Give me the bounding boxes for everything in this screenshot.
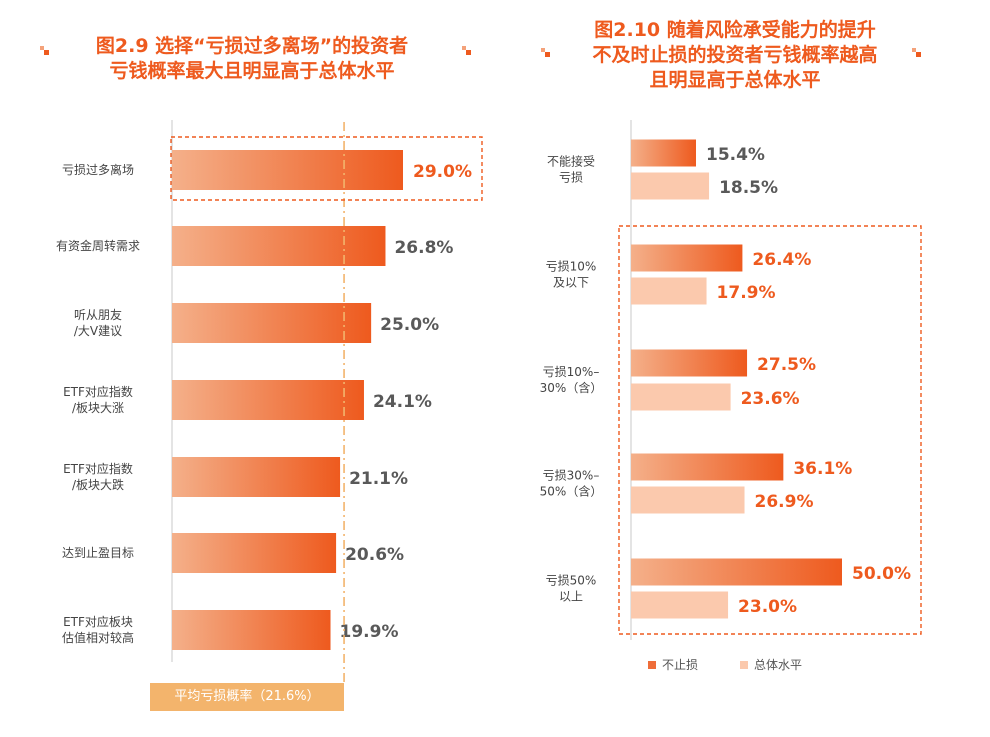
- left-value-label: 20.6%: [345, 545, 404, 565]
- right-category-label: 50%（含）: [540, 484, 603, 499]
- title-deco-right-2: [912, 48, 921, 57]
- left-category-label: /板块大涨: [72, 400, 124, 415]
- left-title-line1: 图2.9 选择“亏损过多离场”的投资者: [95, 35, 409, 57]
- legend-total: 总体水平: [740, 656, 802, 673]
- legend-label-no-stop: 不止损: [662, 658, 699, 672]
- right-value-label: 50.0%: [852, 564, 911, 584]
- right-value-label: 26.9%: [755, 492, 814, 512]
- right-category-label: 亏损50%: [546, 574, 597, 588]
- right-category-label: 以上: [559, 590, 583, 604]
- right-value-label: 23.6%: [741, 389, 800, 409]
- left-bar: [172, 226, 386, 266]
- right-bar-total: [631, 383, 731, 411]
- right-value-label: 27.5%: [757, 355, 816, 375]
- left-category-label: 亏损过多离场: [62, 162, 134, 177]
- left-value-label: 25.0%: [380, 315, 439, 335]
- left-bar: [172, 150, 403, 190]
- right-chart-title: 图2.10 随着风险承受能力的提升 不及时止损的投资者亏钱概率越高 且明显高于总…: [540, 18, 930, 93]
- left-category-label: 估值相对较高: [62, 630, 134, 645]
- right-bar-no-stop: [631, 349, 748, 377]
- right-title-line1: 图2.10 随着风险承受能力的提升: [594, 19, 876, 41]
- left-category-label: ETF对应指数: [63, 384, 133, 399]
- right-bar-total: [631, 486, 745, 514]
- left-value-label: 29.0%: [413, 162, 472, 182]
- left-bar: [172, 303, 372, 343]
- right-title-line2: 不及时止损的投资者亏钱概率越高: [592, 44, 878, 66]
- legend-swatch-total: [740, 661, 748, 669]
- left-value-label: 24.1%: [373, 392, 432, 412]
- right-category-label: 亏损10%–: [543, 365, 600, 379]
- title-deco-right-1: [541, 48, 550, 57]
- legend-swatch-no-stop: [648, 661, 656, 669]
- right-category-label: 亏损30%–: [543, 469, 600, 483]
- left-bar: [172, 533, 337, 573]
- right-category-label: 亏损: [559, 171, 583, 185]
- left-category-label: /大V建议: [74, 324, 122, 338]
- left-bar: [172, 380, 364, 420]
- right-value-label: 15.4%: [706, 145, 765, 165]
- right-highlight-box: [618, 225, 922, 635]
- right-bar-total: [631, 172, 710, 200]
- left-category-label: 达到止盈目标: [62, 546, 134, 560]
- right-bar-total: [631, 591, 729, 619]
- right-value-label: 26.4%: [752, 250, 811, 270]
- right-category-label: 不能接受: [547, 154, 595, 169]
- left-category-label: ETF对应指数: [63, 461, 133, 476]
- left-category-label: ETF对应板块: [63, 614, 133, 629]
- right-bar-no-stop: [631, 139, 696, 167]
- right-value-label: 23.0%: [738, 597, 797, 617]
- left-value-label: 21.1%: [349, 469, 408, 489]
- right-bar-no-stop: [631, 244, 743, 272]
- right-value-label: 18.5%: [719, 178, 778, 198]
- right-category-label: 30%（含）: [540, 380, 603, 395]
- right-bar-total: [631, 277, 707, 305]
- left-bar-chart: 29.0% 亏损过多离场 26.8% 有资金周转需求 25.0% 听从朋友/大V建议 24.…: [56, 120, 483, 683]
- legend-stop-loss: 不止损: [648, 656, 698, 673]
- right-bar-no-stop: [631, 558, 842, 586]
- left-highlight-box: [170, 136, 483, 201]
- left-chart-title: 图2.9 选择“亏损过多离场”的投资者 亏钱概率最大且明显高于总体水平: [52, 34, 452, 84]
- right-title-line3: 且明显高于总体水平: [649, 69, 821, 91]
- left-bar: [172, 610, 331, 650]
- average-label: 平均亏损概率（21.6%）: [150, 683, 344, 711]
- left-value-label: 19.9%: [340, 622, 399, 642]
- title-deco-left-1: [40, 46, 49, 55]
- legend-label-total: 总体水平: [754, 658, 803, 672]
- right-category-label: 及以下: [553, 276, 589, 290]
- right-value-label: 36.1%: [793, 459, 852, 479]
- right-category-label: 亏损10%: [546, 260, 597, 274]
- left-category-label: 听从朋友: [74, 308, 122, 322]
- left-value-label: 26.8%: [394, 238, 453, 258]
- left-category-label: 有资金周转需求: [56, 238, 140, 253]
- right-value-label: 17.9%: [717, 283, 776, 303]
- left-title-line2: 亏钱概率最大且明显高于总体水平: [109, 60, 395, 82]
- left-bar: [172, 457, 341, 497]
- title-deco-left-2: [462, 46, 471, 55]
- left-category-label: /板块大跌: [72, 477, 124, 492]
- right-bar-no-stop: [631, 453, 784, 481]
